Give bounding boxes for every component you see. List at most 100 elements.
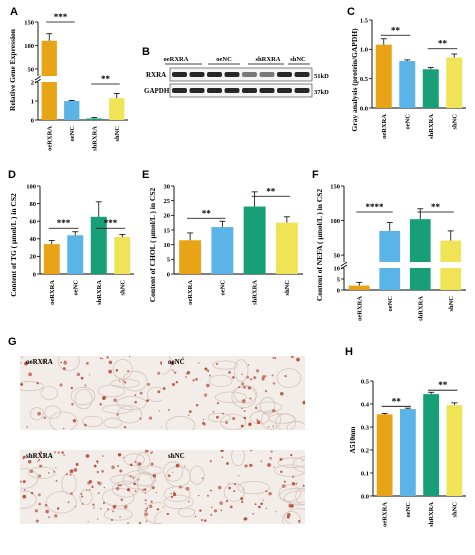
x-tick-label: oeNC [405, 502, 412, 518]
lipid-droplet [175, 463, 180, 468]
lipid-droplet [206, 383, 210, 388]
lipid-droplet [226, 462, 229, 465]
lipid-droplet [171, 471, 174, 474]
lipid-droplet [88, 374, 91, 376]
lipid-droplet [111, 518, 113, 521]
blot-band [277, 88, 292, 93]
lipid-droplet [253, 376, 257, 380]
lipid-droplet [37, 461, 39, 463]
y-tick-label: 0.0 [360, 105, 368, 112]
blot-band [207, 72, 222, 77]
x-tick-label: oeNC [69, 126, 76, 142]
cell-outline [220, 413, 247, 430]
lipid-droplet [241, 500, 244, 503]
y-tick-label: 5 [167, 257, 171, 264]
lipid-droplet [56, 507, 60, 510]
bar-oeRXRA [43, 244, 60, 274]
bar-break-gap [40, 76, 58, 82]
lipid-droplet [59, 383, 63, 387]
lipid-droplet [247, 364, 250, 366]
blot-size-label: 51kD [314, 73, 329, 80]
micrograph-shnc-image [162, 450, 305, 524]
lipid-droplet [147, 382, 150, 386]
lipid-droplet [92, 503, 95, 506]
bar-shNC [446, 57, 463, 108]
lipid-droplet [149, 452, 152, 455]
lipid-droplet [22, 480, 26, 484]
lipid-droplet [225, 500, 229, 503]
lipid-droplet [106, 356, 109, 359]
panel-e-ylabel: Content of CHOL ( μmol/L ) in CS2 [148, 188, 157, 303]
lipid-droplet [209, 374, 212, 377]
lipid-droplet [302, 400, 305, 405]
lipid-droplet [258, 505, 261, 509]
panel-c-chart: 0.0 0.5 1.0 1.5 oeRXRA oeNC shRXRA shNC ** ** [360, 17, 466, 139]
cell-outline [103, 417, 123, 429]
blot-band [294, 88, 310, 93]
cell-outline [70, 387, 96, 406]
lipid-droplet [144, 499, 147, 502]
y-tick-label: 0.2 [361, 447, 369, 454]
y-tick-label: 0 [337, 287, 340, 294]
lipid-droplet [145, 503, 147, 505]
lipid-droplet [70, 386, 73, 390]
panel-c-ylabel: Gray analysis (protein/GAPDH) [350, 28, 359, 132]
lipid-droplet [249, 450, 253, 452]
lipid-droplet [211, 506, 213, 508]
lipid-droplet [291, 475, 295, 478]
lipid-droplet [134, 400, 137, 404]
lipid-droplet [113, 398, 117, 403]
blot-band [189, 88, 205, 93]
lipid-droplet [74, 505, 77, 508]
lipid-droplet [83, 423, 87, 427]
significance-stars: ** [438, 380, 448, 390]
lipid-droplet [201, 421, 205, 425]
lipid-droplet [222, 412, 224, 415]
lipid-droplet [150, 500, 153, 503]
lipid-droplet [210, 489, 212, 492]
lipid-droplet [252, 512, 255, 515]
lipid-droplet [241, 373, 243, 376]
lipid-droplet [21, 356, 23, 358]
lipid-droplet [132, 476, 134, 479]
micrograph-label: shNC [168, 452, 185, 460]
lipid-droplet [63, 427, 65, 430]
lipid-droplet [249, 397, 252, 400]
lipid-droplet [80, 493, 83, 496]
lipid-droplet [232, 376, 235, 379]
lipid-droplet [271, 409, 276, 413]
lipid-droplet [264, 375, 267, 378]
blot-lane-label: oeNC [216, 56, 232, 63]
lipid-droplet [23, 489, 26, 491]
cell-outline [214, 391, 247, 403]
lipid-droplet [69, 469, 74, 474]
lipid-droplet [146, 507, 149, 510]
y-tick-label: 100 [26, 183, 36, 190]
x-tick-label: oeNC [404, 114, 411, 130]
lipid-droplet [218, 485, 222, 490]
lipid-droplet [288, 503, 293, 508]
bar-oeRXRA [348, 285, 370, 290]
lipid-droplet [39, 464, 43, 468]
significance-stars: ** [202, 208, 212, 218]
cell-outline [61, 472, 77, 495]
y-tick-label: 0 [167, 271, 170, 278]
lipid-droplet [120, 484, 122, 487]
lipid-droplet [248, 422, 252, 427]
bar-shRXRA [409, 219, 431, 290]
cell-outline [57, 356, 80, 372]
lipid-droplet [268, 491, 272, 496]
blot-band [242, 88, 257, 93]
bar-shNC [446, 405, 463, 496]
lipid-droplet [139, 417, 142, 420]
x-tick-label: oeNC [72, 280, 79, 296]
bar-oeRXRA [376, 414, 393, 496]
lipid-droplet [240, 424, 244, 428]
y-tick-label: 1.5 [360, 17, 369, 24]
cell-outline [284, 508, 305, 524]
cell-outline [189, 465, 205, 485]
lipid-droplet [67, 501, 70, 504]
bar-shRXRA [422, 69, 439, 108]
lipid-droplet [198, 494, 200, 497]
bar-shRXRA [90, 216, 107, 274]
